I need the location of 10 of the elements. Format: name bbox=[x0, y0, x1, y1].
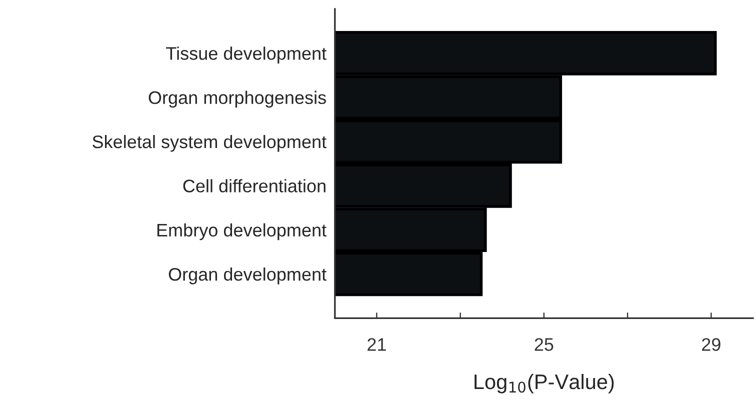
y-tick-label: Organ development bbox=[168, 267, 326, 284]
y-tick-label: Organ morphogenesis bbox=[148, 90, 326, 108]
y-tick-label: Embryo development bbox=[157, 223, 326, 240]
y-tick-label: Tissue development bbox=[166, 46, 326, 64]
x-tick-label: 29 bbox=[702, 338, 720, 351]
x-axis-title: Log$_{10}$(P-Value) bbox=[474, 374, 614, 394]
x-tick-label: 25 bbox=[534, 338, 554, 351]
y-tick-label: Cell differentiation bbox=[183, 179, 326, 192]
x-tick-label: 21 bbox=[368, 338, 386, 351]
y-tick-label: Skeletal system development bbox=[92, 134, 326, 152]
